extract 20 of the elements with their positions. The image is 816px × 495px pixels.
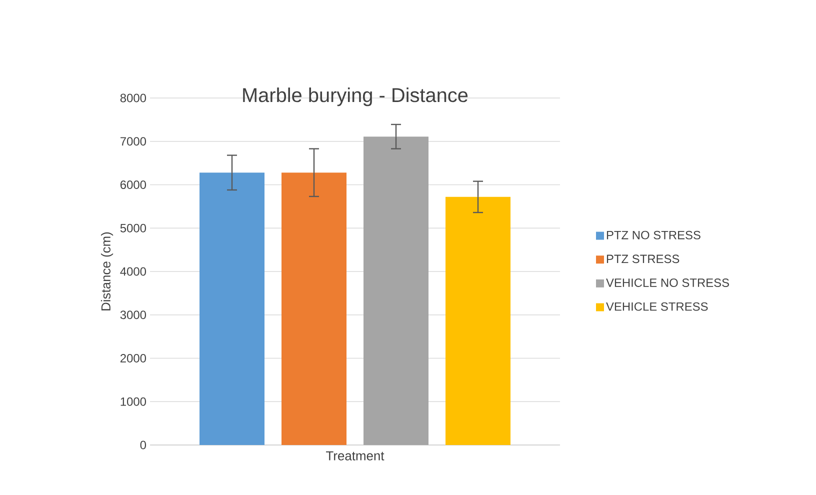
y-tick-label: 5000 (120, 224, 146, 232)
legend-label: VEHICLE STRESS (606, 302, 708, 311)
y-tick-label: 7000 (120, 137, 146, 146)
legend-label: PTZ NO STRESS (606, 230, 700, 240)
y-tick-label: 2000 (120, 354, 146, 362)
bar (446, 196, 510, 445)
y-tick-label: 6000 (120, 180, 146, 189)
bar (364, 136, 428, 445)
y-axis-title: Distance (cm) (100, 232, 114, 310)
y-tick-label: 8000 (120, 94, 146, 102)
bar (200, 172, 264, 445)
y-tick-label: 0 (140, 440, 146, 450)
bar (282, 172, 346, 445)
legend-label: VEHICLE NO STRESS (606, 278, 729, 287)
chart-title: Marble burying - Distance (243, 88, 468, 106)
y-tick-label: 3000 (120, 310, 146, 320)
y-tick-label: 1000 (120, 397, 146, 406)
x-axis-title: Treatment (326, 451, 384, 460)
legend-label: PTZ STRESS (606, 254, 680, 264)
y-tick-label: 4000 (120, 267, 146, 276)
